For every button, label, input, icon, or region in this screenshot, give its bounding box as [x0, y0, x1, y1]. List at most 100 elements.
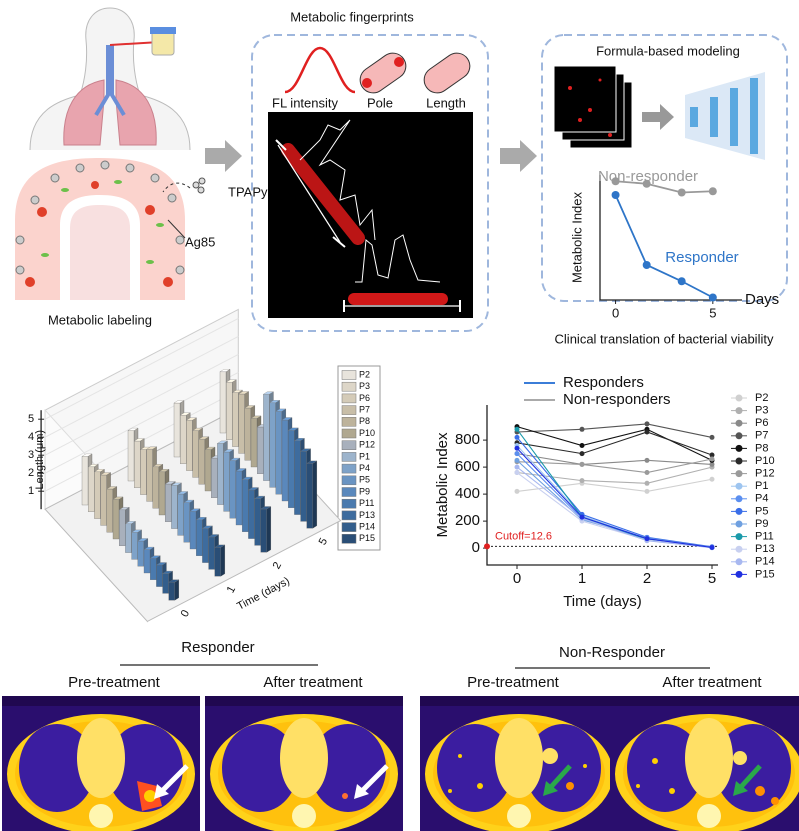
series-line — [516, 458, 713, 474]
grid-line — [44, 353, 239, 456]
bar — [214, 547, 221, 577]
series-line — [516, 431, 713, 456]
legend-symbol — [735, 507, 743, 515]
legend-symbol — [735, 394, 743, 402]
bar-side — [220, 544, 225, 577]
bar — [180, 415, 187, 464]
legend-label: P10 — [755, 455, 775, 467]
group-title: Responder — [181, 639, 254, 656]
enzyme-label: Ag85 — [185, 234, 215, 249]
series-line — [516, 478, 713, 492]
bar-top — [250, 415, 262, 419]
legend-symbol — [735, 482, 743, 490]
bar — [186, 420, 193, 471]
bar-top — [214, 544, 226, 548]
bar — [238, 393, 245, 454]
grid-line — [44, 335, 239, 438]
bar — [219, 371, 227, 434]
bar — [140, 449, 147, 495]
bar-top — [137, 538, 149, 542]
x-tick-label: 5 — [317, 536, 330, 547]
bar-top — [275, 408, 287, 412]
bar-top — [162, 570, 174, 574]
data-point — [514, 488, 520, 494]
bar-top — [300, 448, 312, 452]
series-line — [615, 180, 713, 194]
bar — [94, 471, 101, 519]
legend-label: P6 — [755, 417, 768, 429]
grid-line — [44, 371, 239, 474]
bar-side — [266, 506, 271, 553]
bar-top — [189, 508, 201, 512]
bar-top — [158, 469, 170, 472]
axis — [599, 175, 742, 301]
bar-top — [247, 487, 259, 491]
series-line — [516, 437, 713, 548]
bar-top — [229, 457, 241, 461]
legend-swatch — [341, 417, 357, 427]
data-point — [644, 480, 650, 486]
y-tick-label: 2 — [28, 467, 34, 479]
legend-label: P8 — [755, 442, 768, 454]
bar — [150, 558, 157, 580]
data-point — [514, 445, 520, 451]
legend-symbol — [735, 432, 743, 440]
bar-top — [231, 389, 243, 393]
legend-label: P2 — [359, 369, 370, 379]
bar-top — [235, 468, 247, 472]
bar-top — [262, 391, 274, 395]
data-point — [644, 429, 650, 435]
legend-symbol — [735, 444, 743, 452]
bar — [162, 573, 169, 594]
x-tick-label: 0 — [612, 305, 619, 320]
bar — [248, 489, 255, 539]
bar-top — [124, 521, 136, 524]
legend-label: P9 — [755, 518, 768, 530]
bar-top — [100, 472, 112, 476]
bar-side — [174, 579, 179, 601]
legend-label: P5 — [755, 505, 768, 517]
bar — [275, 411, 282, 495]
legend-symbol — [735, 520, 743, 528]
data-point — [709, 456, 715, 462]
legend-swatch — [341, 463, 357, 474]
legend-swatch — [341, 475, 357, 486]
bar — [198, 439, 205, 485]
caption: Formula-based modeling — [596, 43, 740, 58]
bar-top — [208, 534, 220, 538]
legend-symbol — [735, 558, 743, 566]
x-tick-label: 2 — [643, 570, 651, 587]
panel-title: Metabolic fingerprints — [290, 9, 414, 24]
bar-top — [183, 499, 195, 503]
legend-swatch — [341, 510, 357, 521]
microscopy-image — [268, 112, 473, 318]
bar-top — [93, 469, 105, 472]
data-point — [644, 457, 650, 463]
legend-swatch — [341, 498, 357, 509]
bar — [146, 449, 153, 502]
bar — [106, 488, 113, 533]
bar — [100, 474, 107, 526]
legend-label: P8 — [359, 416, 370, 426]
bar-top — [118, 507, 130, 510]
bar — [244, 407, 251, 461]
bar — [269, 402, 276, 488]
bar-top — [204, 446, 216, 450]
y-tick-label: 5 — [28, 413, 34, 425]
bar-top — [223, 449, 235, 453]
legend-swatch — [341, 522, 357, 532]
bar — [204, 449, 212, 492]
bar-top — [306, 460, 318, 464]
data-point — [579, 451, 585, 457]
legend-swatch — [341, 428, 357, 439]
bar — [125, 523, 132, 553]
bar-top — [198, 436, 210, 440]
bar — [232, 392, 239, 447]
bar-top — [127, 427, 139, 431]
cutoff-label: Cutoff=12.6 — [495, 530, 552, 542]
bar-top — [164, 481, 176, 485]
data-point — [579, 478, 585, 484]
bar — [81, 456, 89, 506]
group-title: Non-Responder — [559, 644, 665, 661]
y-tick-label: 800 — [455, 431, 480, 448]
